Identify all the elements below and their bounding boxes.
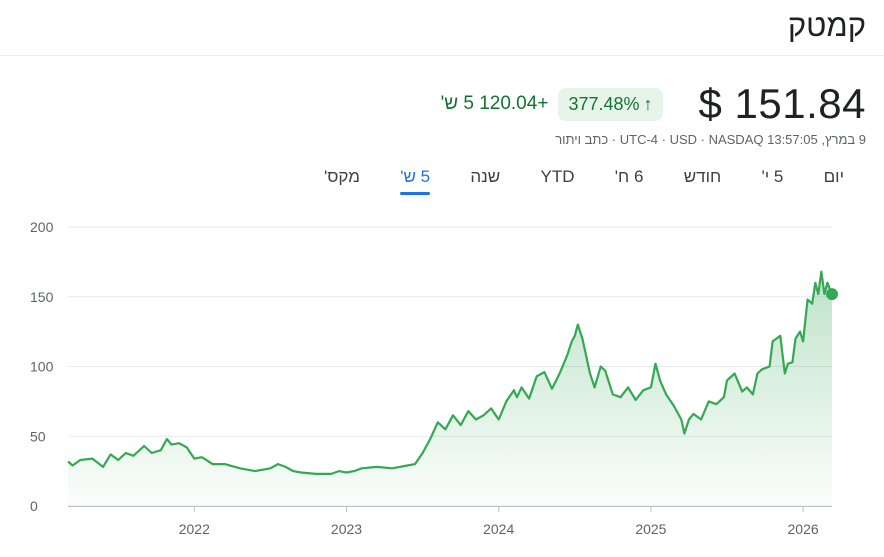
current-price: $ 151.84 (698, 80, 866, 127)
tab-max[interactable]: מקס' (324, 167, 360, 186)
tab-5-days[interactable]: 5 י' (761, 167, 784, 186)
tab-day[interactable]: יום (823, 167, 844, 186)
change-absolute: +120.04 5 ש' (440, 93, 549, 114)
arrow-up-icon: ↑ (643, 93, 653, 114)
y-tick-label-0: 0 (30, 498, 38, 514)
y-tick-label-200: 200 (30, 219, 54, 235)
tab-month[interactable]: חודש (683, 167, 722, 186)
price-row: +120.04 5 ש' 377.48% ↑ $ 151.84 (441, 80, 866, 128)
page-title: קמטק (787, 8, 866, 43)
market-meta: 9 במרץ, 13:57:05 UTC-4 · USD · NASDAQ · … (555, 132, 866, 147)
change-percent: 377.48% (568, 93, 640, 114)
y-tick-label-100: 100 (30, 359, 54, 375)
tab-ytd[interactable]: YTD (540, 167, 575, 186)
x-tick-label-2025: 2025 (635, 521, 666, 537)
last-price-point (826, 288, 838, 301)
price-line (67, 270, 834, 475)
price-area-fill (68, 271, 832, 506)
x-tick-label-2023: 2023 (331, 521, 362, 537)
tab-6-months[interactable]: 6 ח' (614, 167, 644, 186)
range-tabs: יום 5 י' חודש 6 ח' YTD שנה 5 ש' מקס' (324, 165, 844, 195)
y-tick-label-150: 150 (30, 289, 54, 305)
change-percent-badge: 377.48% ↑ (558, 87, 663, 121)
y-tick-label-50: 50 (30, 428, 46, 444)
tab-year[interactable]: שנה (470, 167, 501, 186)
x-tick-label-2022: 2022 (179, 521, 210, 537)
header-divider (0, 55, 884, 56)
tab-5-years[interactable]: 5 ש' (400, 165, 430, 195)
x-tick-label-2024: 2024 (483, 521, 514, 537)
x-tick-label-2026: 2026 (788, 521, 819, 537)
